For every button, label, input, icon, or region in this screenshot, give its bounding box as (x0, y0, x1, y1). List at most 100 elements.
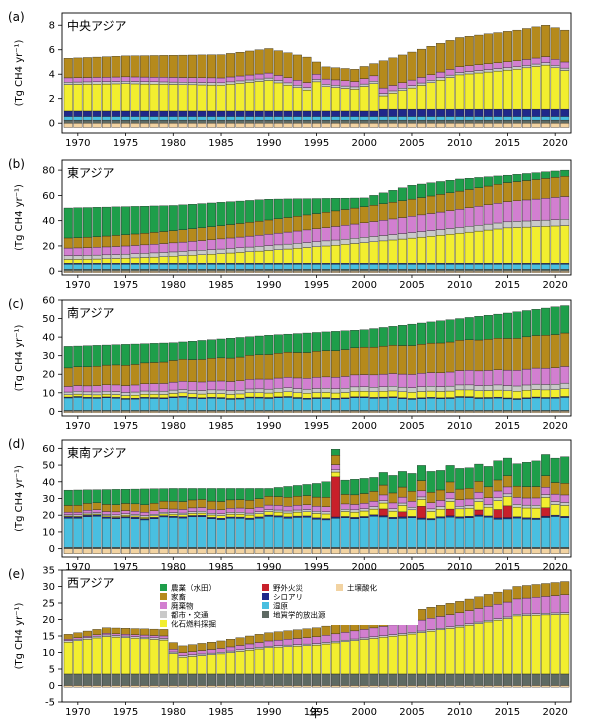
bar-segment (187, 82, 197, 86)
bar-segment (312, 377, 321, 389)
bar-segment (101, 394, 111, 398)
panel-label: (a) (8, 10, 25, 24)
bar-segment (397, 633, 407, 636)
bar-segment (388, 202, 398, 220)
bar-segment (522, 507, 532, 518)
bar-segment (502, 517, 512, 520)
bar-segment (378, 472, 388, 486)
bar-segment (101, 411, 111, 414)
bar-segment (207, 202, 216, 227)
bar-segment (140, 512, 150, 516)
bar-segment (235, 390, 245, 395)
bar-segment (340, 411, 350, 414)
bar-segment (312, 547, 321, 549)
x-tick-label: 1990 (256, 280, 281, 291)
bar-segment (168, 119, 178, 124)
y-tick-label: 60 (42, 444, 55, 455)
bar-segment (283, 77, 293, 84)
bar-segment (388, 264, 398, 270)
bar-segment (493, 108, 503, 117)
bar-segment (63, 516, 73, 519)
bar-segment (121, 395, 131, 399)
bar-segment (121, 517, 131, 548)
bar-segment (168, 77, 178, 83)
bar-segment (493, 119, 503, 124)
bar-segment (397, 82, 407, 89)
bar-segment (388, 116, 398, 121)
bar-segment (321, 481, 331, 498)
bar-segment (63, 514, 73, 517)
bar-segment (63, 84, 73, 112)
bar-segment (245, 500, 255, 509)
bar-segment (111, 206, 121, 236)
x-tick-label: 2000 (352, 280, 377, 291)
bar-segment (264, 516, 274, 548)
bar-segment (312, 519, 321, 548)
bar-segment (226, 123, 236, 128)
bar-segment (388, 218, 398, 235)
bar-segment (273, 547, 283, 549)
legend-swatch (262, 611, 269, 618)
bar-segment (197, 381, 207, 391)
bar-segment (436, 509, 446, 517)
bar-segment (436, 119, 446, 124)
bar-segment (101, 636, 111, 675)
bar-segment (388, 57, 398, 86)
bar-segment (292, 377, 302, 389)
bar-segment (512, 391, 522, 399)
bar-segment (388, 547, 398, 549)
bar-segment (455, 108, 465, 117)
bar-segment (121, 365, 131, 386)
bar-segment (254, 547, 264, 549)
bar-segment (359, 346, 369, 375)
x-tick-label: 1990 (256, 138, 281, 149)
x-tick-label: 1995 (304, 280, 329, 291)
bar-segment (130, 76, 140, 82)
panel-title: 西アジア (67, 576, 115, 590)
bar-segment (445, 228, 455, 235)
bar-segment (550, 504, 560, 516)
bar-segment (359, 119, 369, 124)
bar-segment (321, 497, 331, 507)
bar-segment (178, 657, 188, 675)
bar-segment (140, 488, 150, 505)
bar-segment (331, 471, 341, 478)
bar-segment (388, 510, 398, 518)
bar-segment (417, 609, 426, 621)
bar-segment (483, 621, 493, 675)
bar-segment (264, 673, 274, 686)
bar-segment (493, 269, 503, 272)
bar-segment (264, 388, 274, 394)
bar-segment (340, 269, 350, 272)
bar-segment (101, 271, 111, 273)
bar-segment (168, 251, 178, 257)
x-tick-label: 1995 (304, 138, 329, 149)
bar-segment (426, 511, 436, 519)
bar-segment (378, 264, 388, 270)
bar-segment (92, 269, 102, 272)
bar-segment (474, 608, 484, 623)
bar-segment (541, 673, 551, 686)
bar-segment (340, 511, 350, 517)
x-tick-label: 1985 (208, 421, 233, 432)
bar-segment (369, 387, 379, 392)
bar-segment (340, 119, 350, 124)
bar-segment (522, 613, 532, 616)
bar-segment (235, 651, 245, 675)
bar-segment (397, 345, 407, 375)
bar-segment (92, 394, 102, 398)
bar-segment (149, 343, 159, 363)
bar-segment (264, 645, 274, 648)
bar-segment (483, 116, 493, 121)
bar-segment (178, 264, 188, 270)
bar-segment (464, 467, 474, 489)
bar-segment (245, 685, 255, 688)
bar-segment (197, 516, 207, 548)
bar-segment (359, 685, 369, 688)
bar-segment (92, 77, 102, 82)
bar-segment (264, 685, 274, 688)
bar-segment (493, 68, 503, 72)
bar-segment (302, 352, 312, 379)
bar-segment (283, 264, 293, 270)
bar-segment (455, 468, 465, 490)
